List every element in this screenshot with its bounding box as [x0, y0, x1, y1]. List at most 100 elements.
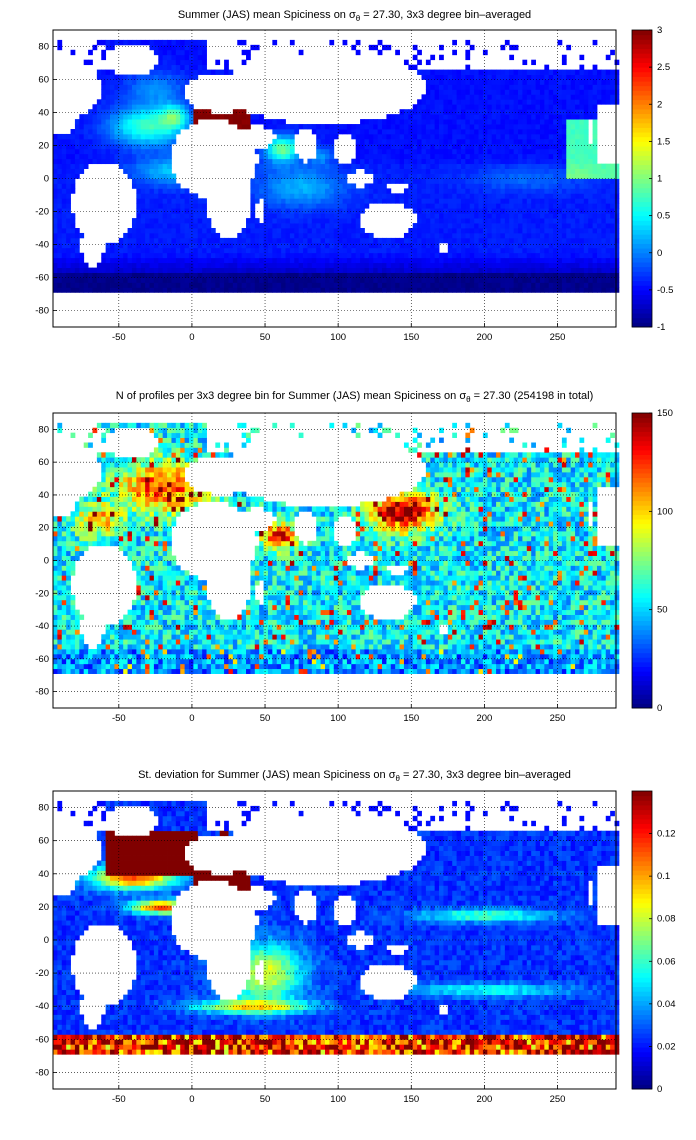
- heatmap-cell: [66, 247, 71, 254]
- heatmap-cell: [614, 218, 620, 224]
- heatmap-cell: [522, 272, 528, 278]
- heatmap-cell: [105, 109, 111, 115]
- heatmap-cell: [557, 119, 563, 125]
- heatmap-cell: [158, 237, 164, 244]
- heatmap-cell: [557, 188, 563, 194]
- heatmap-cell: [382, 272, 387, 278]
- heatmap-cell: [408, 262, 414, 268]
- heatmap-cell: [171, 133, 177, 140]
- heatmap-cell: [570, 193, 576, 199]
- y-tick-label: 0: [44, 174, 49, 185]
- heatmap-cell: [316, 272, 322, 278]
- heatmap-cell: [215, 277, 221, 283]
- heatmap-cell: [145, 138, 150, 145]
- heatmap-cell: [188, 54, 194, 61]
- heatmap-cell: [171, 232, 177, 239]
- heatmap-cell: [373, 252, 379, 259]
- heatmap-cell: [167, 168, 172, 174]
- heatmap-cell: [557, 124, 563, 130]
- heatmap-cell: [114, 84, 120, 90]
- heatmap-cell: [276, 153, 282, 160]
- heatmap-cell: [513, 168, 519, 174]
- heatmap-cell: [408, 203, 414, 209]
- heatmap-cell: [364, 168, 370, 174]
- heatmap-cell: [311, 124, 317, 130]
- heatmap-cell: [412, 237, 418, 244]
- heatmap-cell: [272, 173, 278, 179]
- heatmap-cell: [267, 198, 273, 204]
- heatmap-cell: [215, 59, 221, 66]
- heatmap-cell: [421, 188, 427, 194]
- heatmap-cell: [452, 242, 458, 249]
- heatmap-cell: [149, 228, 155, 234]
- heatmap-cell: [561, 228, 567, 234]
- heatmap-cell: [92, 114, 98, 120]
- heatmap-cell: [561, 119, 567, 125]
- heatmap-cell: [101, 257, 107, 264]
- heatmap-cell: [566, 218, 572, 224]
- heatmap-cell: [583, 109, 589, 115]
- heatmap-cell: [83, 663, 89, 670]
- heatmap-cell: [403, 158, 409, 165]
- heatmap-cell: [61, 560, 67, 566]
- heatmap-cell: [421, 109, 427, 115]
- heatmap-cell: [605, 198, 611, 204]
- heatmap-cell: [487, 287, 493, 293]
- heatmap-cell: [478, 158, 484, 165]
- heatmap-cell: [92, 158, 98, 165]
- heatmap-cell: [232, 247, 238, 254]
- heatmap-cell: [70, 624, 76, 630]
- heatmap-cell: [224, 267, 229, 273]
- heatmap-cell: [114, 153, 120, 160]
- heatmap-cell: [491, 153, 497, 160]
- heatmap-cell: [583, 272, 589, 278]
- heatmap-cell: [382, 44, 387, 51]
- heatmap-cell: [294, 228, 300, 234]
- heatmap-cell: [96, 143, 102, 150]
- heatmap-cell: [237, 39, 243, 46]
- heatmap-cell: [127, 158, 133, 165]
- heatmap-cell: [83, 535, 89, 542]
- heatmap-cell: [61, 663, 67, 670]
- heatmap-cell: [452, 114, 458, 120]
- heatmap-cell: [246, 257, 251, 264]
- heatmap-cell: [158, 129, 164, 135]
- heatmap-cell: [131, 119, 137, 125]
- heatmap-cell: [548, 203, 554, 209]
- heatmap-cell: [500, 143, 506, 150]
- heatmap-cell: [430, 94, 436, 100]
- heatmap-cell: [136, 267, 142, 273]
- heatmap-cell: [153, 143, 159, 150]
- heatmap-cell: [101, 516, 107, 522]
- heatmap-cell: [57, 252, 63, 259]
- heatmap-cell: [298, 262, 304, 268]
- heatmap-cell: [57, 287, 63, 293]
- heatmap-cell: [417, 129, 422, 135]
- heatmap-cell: [496, 247, 501, 254]
- heatmap-cell: [153, 114, 159, 120]
- heatmap-cell: [246, 237, 251, 244]
- heatmap-cell: [74, 272, 80, 278]
- heatmap-cell: [333, 198, 339, 204]
- heatmap-cell: [131, 257, 137, 264]
- heatmap-cell: [460, 252, 466, 259]
- heatmap-cell: [351, 158, 357, 165]
- heatmap-cell: [329, 213, 335, 219]
- heatmap-cell: [539, 119, 545, 125]
- heatmap-cell: [158, 138, 164, 145]
- heatmap-cell: [175, 84, 181, 90]
- heatmap-cell: [561, 129, 567, 135]
- heatmap-cell: [518, 208, 523, 214]
- heatmap-cell: [53, 168, 58, 174]
- heatmap-cell: [294, 277, 300, 283]
- heatmap-cell: [500, 252, 506, 259]
- heatmap-cell: [66, 649, 71, 655]
- heatmap-cell: [395, 114, 400, 120]
- heatmap-cell: [74, 228, 80, 234]
- heatmap-cell: [500, 228, 506, 234]
- heatmap-cell: [61, 168, 67, 174]
- heatmap-cell: [342, 163, 348, 169]
- heatmap-cell: [465, 153, 471, 160]
- heatmap-cell: [509, 99, 515, 105]
- heatmap-cell: [360, 193, 365, 199]
